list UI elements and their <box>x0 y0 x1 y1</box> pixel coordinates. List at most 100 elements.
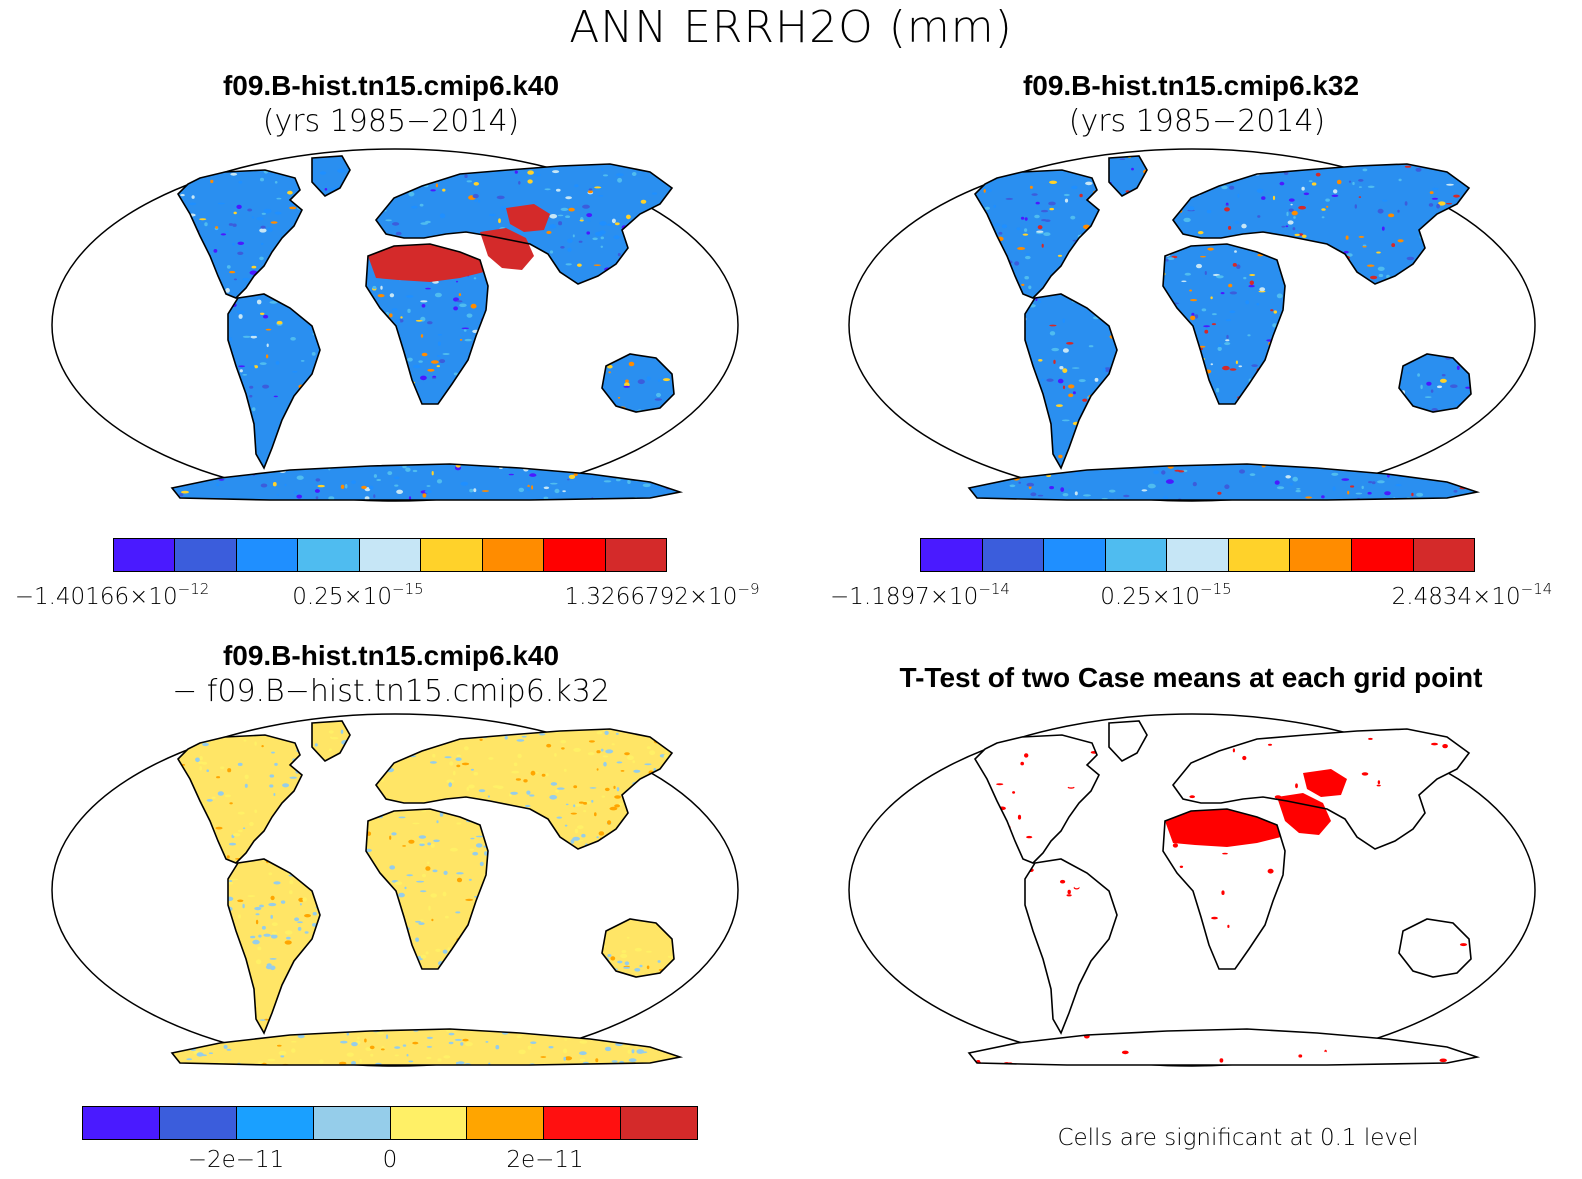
land-north-america <box>975 735 1099 863</box>
colorbar-swatch <box>359 539 422 571</box>
land-africa <box>1163 809 1285 969</box>
coastline-antarctica <box>967 1028 1481 1066</box>
arabia-hotspot <box>480 228 534 270</box>
central-asia-hotspot <box>506 204 550 232</box>
colorbar-swatch <box>921 539 983 571</box>
arabia-hotspot <box>1277 793 1331 835</box>
coastline-south-america <box>1024 858 1118 1035</box>
coastline-greenland <box>311 720 351 762</box>
colorbar-swatch <box>421 539 483 571</box>
ttest-footnote: Cells are significant at 0.1 level <box>1057 1125 1419 1151</box>
central-asia-hotspot <box>1303 769 1347 797</box>
coastline-greenland <box>1108 155 1148 197</box>
land-africa <box>1163 244 1285 404</box>
colorbar-diff-label-pos: 2e−11 <box>506 1147 584 1173</box>
colorbar-swatch <box>544 1107 622 1139</box>
colorbar-swatch <box>982 539 1045 571</box>
colorbar-swatch <box>390 1107 468 1139</box>
land-australia <box>1399 354 1471 412</box>
land-africa <box>366 244 488 404</box>
coastline-south-america <box>227 858 321 1035</box>
colorbar-case1-label-max: 1.3266792×10−9 <box>564 580 760 610</box>
colorbar-diff-label-zero: 0 <box>382 1147 398 1173</box>
colorbar-swatch <box>482 539 545 571</box>
colorbar-case1-label-min: −1.40166×10−12 <box>14 580 210 610</box>
panel-case2-title: f09.B-hist.tn15.cmip6.k32 <box>1022 70 1360 101</box>
colorbar-swatch <box>605 539 666 571</box>
colorbar-diff-label-neg: −2e−11 <box>187 1147 285 1173</box>
map-case2 <box>848 148 1536 502</box>
land-antarctica <box>172 464 680 500</box>
colorbar-swatch <box>159 1107 237 1139</box>
colorbar-swatch <box>1105 539 1168 571</box>
coastline-australia <box>1398 918 1472 978</box>
coastline-north-america <box>973 169 1100 299</box>
colorbar-swatch <box>544 539 606 571</box>
sahara-hotspot <box>1165 809 1281 847</box>
colorbar-swatch <box>621 1107 697 1139</box>
colorbar-case1-label-mid: 0.25×10−15 <box>292 580 424 610</box>
land-eurasia <box>376 729 672 849</box>
coastline-eurasia <box>374 728 674 850</box>
colorbar-case1 <box>113 538 667 572</box>
coastline-antarctica <box>170 463 684 501</box>
colorbar-swatch <box>1290 539 1352 571</box>
coastline-australia <box>1398 353 1472 413</box>
panel-diff-title: f09.B-hist.tn15.cmip6.k40 <box>222 640 560 671</box>
coastline-africa <box>1162 808 1286 970</box>
coastline-south-america <box>227 293 321 470</box>
land-south-america <box>1025 859 1117 1033</box>
colorbar-swatch <box>1413 539 1475 571</box>
land-eurasia <box>1173 164 1469 284</box>
colorbar-swatch <box>236 1107 314 1139</box>
land-south-america <box>228 859 320 1033</box>
land-antarctica <box>172 1029 680 1065</box>
colorbar-swatch <box>467 1107 545 1139</box>
colorbar-swatch <box>114 539 176 571</box>
colorbar-swatch <box>1167 539 1229 571</box>
colorbar-swatch <box>1044 539 1106 571</box>
panel-case1-subtitle: (yrs 1985−2014) <box>262 104 520 139</box>
coastline-greenland <box>311 155 351 197</box>
colorbar-case2 <box>920 538 1475 572</box>
figure-title: ANN ERRH2O (mm) <box>569 2 1013 53</box>
coastline-north-america <box>176 169 303 299</box>
land-australia <box>1399 919 1471 977</box>
colorbar-diff <box>82 1106 698 1140</box>
colorbar-case2-label-mid: 0.25×10−15 <box>1100 580 1232 610</box>
colorbar-case2-label-min: −1.1897×10−14 <box>830 580 1010 610</box>
coastline-north-america <box>176 734 303 864</box>
coastline-south-america <box>1024 293 1118 470</box>
land-north-america <box>178 170 302 298</box>
land-south-america <box>1025 294 1117 468</box>
coastline-antarctica <box>967 463 1481 501</box>
land-north-america <box>975 170 1099 298</box>
land-north-america <box>178 735 302 863</box>
map-case1 <box>51 148 739 502</box>
panel-case2-subtitle: (yrs 1985−2014) <box>1068 104 1326 139</box>
coastline-eurasia <box>1171 728 1471 850</box>
panel-diff-subtitle: − f09.B−hist.tn15.cmip6.k32 <box>172 674 610 709</box>
coastline-africa <box>365 808 489 970</box>
coastline-eurasia <box>374 163 674 285</box>
colorbar-swatch <box>175 539 237 571</box>
land-antarctica <box>969 464 1477 500</box>
coastline-africa <box>1162 243 1286 405</box>
colorbar-swatch <box>1351 539 1414 571</box>
panel-case1-title: f09.B-hist.tn15.cmip6.k40 <box>222 70 560 101</box>
sahara-hotspot <box>368 244 484 282</box>
colorbar-case2-label-max: 2.4834×10−14 <box>1391 580 1553 610</box>
coastline-eurasia <box>1171 163 1471 285</box>
coastline-antarctica <box>170 1028 684 1066</box>
colorbar-swatch <box>313 1107 391 1139</box>
coastline-greenland <box>1108 720 1148 762</box>
colorbar-swatch <box>236 539 299 571</box>
coastline-australia <box>601 353 675 413</box>
coastline-australia <box>601 918 675 978</box>
land-antarctica <box>969 1029 1477 1065</box>
colorbar-swatch <box>83 1107 160 1139</box>
coastline-north-america <box>973 734 1100 864</box>
map-diff <box>51 713 739 1067</box>
map-ttest <box>848 713 1536 1067</box>
colorbar-swatch <box>298 539 360 571</box>
